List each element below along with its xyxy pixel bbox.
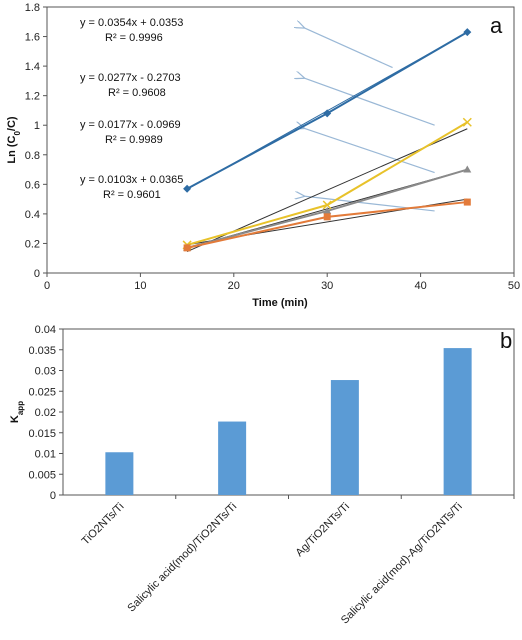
panel-a-r2-label: R² = 0.9996 (105, 32, 163, 44)
panel-b-y-tick-label: 0.03 (35, 366, 56, 378)
panel-b-bar (330, 380, 359, 495)
panel-a-r2-label: R² = 0.9989 (105, 134, 163, 146)
panel-b-y-tick-label: 0.02 (35, 407, 56, 419)
panel-a-annotation-arrow (304, 78, 435, 126)
panel-a-y-tick-label: 0 (34, 268, 40, 280)
panel-b-y-tick-label: 0.04 (35, 324, 56, 336)
panel-a-y-axis-title: Ln (C0/C) (6, 116, 22, 164)
panel-a-data-point (183, 244, 191, 252)
panel-a-y-tick-label: 0.2 (25, 238, 40, 250)
panel-a-equation-label: y = 0.0277x - 0.2703 (80, 72, 181, 84)
panel-b-bar-chart: b 00.0050.010.0150.020.0250.030.0350.04 … (9, 324, 515, 627)
panel-b-y-tick-label: 0.025 (28, 386, 56, 398)
panel-b-bar (443, 348, 472, 495)
panel-b-category-label: Salicylic acid(mod)/TiO2NTs/Ti (125, 501, 239, 615)
panel-a-data-point (183, 184, 192, 193)
panel-a-data-point (323, 109, 332, 118)
panel-a-x-tick-label: 0 (44, 280, 50, 292)
panel-a-series (182, 28, 472, 252)
panel-a-x-tick-label: 30 (321, 280, 333, 292)
panel-a-r2-label: R² = 0.9601 (103, 189, 161, 201)
panel-a-y-tick-label: 1.2 (25, 91, 40, 103)
panel-b-letter: b (500, 328, 512, 353)
panel-b-y-tick-label: 0.035 (28, 345, 56, 357)
panel-a-line-chart: a 0 0.2 0.4 0.6 0.8 1 1.2 1.4 1.6 1.8 0 10 20 30 40 50… (6, 2, 520, 309)
panel-b-bars (105, 348, 472, 495)
panel-b-y-tick-label: 0.01 (35, 449, 56, 461)
panel-a-y-tick-label: 0.8 (25, 150, 40, 162)
panel-b-category-label: TiO2NTs/Ti (80, 501, 127, 548)
panel-a-data-point (323, 213, 331, 221)
panel-a-frame (46, 6, 515, 274)
panel-a-equation-label: y = 0.0354x + 0.0353 (80, 17, 183, 29)
panel-a-y-tick-label: 0.4 (25, 209, 40, 221)
panel-a-x-tick-label: 50 (508, 280, 520, 292)
panel-a-series-line (186, 121, 468, 246)
panel-a-y-tick-label: 1 (34, 120, 40, 132)
panel-b-y-tick-label: 0 (50, 490, 56, 502)
panel-a-data-point (322, 200, 332, 210)
panel-a-data-point (463, 198, 471, 206)
panel-a-x-tick-label: 20 (228, 280, 240, 292)
panel-a-equation-label: y = 0.0177x - 0.0969 (80, 119, 181, 131)
panel-a-y-tick-label: 0.6 (25, 179, 40, 191)
panel-a-x-ticks: 0 10 20 30 40 50 (44, 273, 520, 292)
panel-a-y-tick-label: 1.4 (25, 61, 40, 73)
panel-a-data-point (463, 28, 472, 37)
panel-a-annotation-arrows (304, 28, 435, 212)
panel-a-data-point (463, 165, 472, 173)
panel-a-equation-label: y = 0.0103x + 0.0365 (80, 174, 183, 186)
panel-a-data-point (323, 206, 332, 214)
panel-a-equations: y = 0.0354x + 0.0353 R² = 0.9996 y = 0.027… (80, 17, 183, 201)
panel-b-y-ticks: 0 0.005 0.01 0.015 0.02 0.025 0.03 0.035 0.04 (28, 324, 63, 502)
panel-a-y-tick-label: 1.6 (25, 32, 40, 44)
panel-a-y-ticks: 0 0.2 0.4 0.6 0.8 1 1.2 1.4 1.6 1.8 (25, 2, 47, 280)
panel-b-category-label: Ag/TiO2NTs/Ti (294, 501, 352, 559)
panel-a-x-axis-title: Time (min) (252, 297, 308, 309)
panel-a-y-tick-label: 1.8 (25, 2, 40, 14)
panel-a-x-tick-label: 10 (134, 280, 146, 292)
panel-a-letter: a (490, 13, 503, 38)
panel-b-bar (218, 421, 247, 495)
panel-a-data-point (462, 117, 472, 127)
panel-a-annotation-arrow (304, 128, 435, 174)
panel-b-category-label: Salicylic acid(mod)-Ag/TiO2NTs/Ti (339, 501, 465, 627)
panel-b-bar (105, 452, 134, 495)
panel-a-x-tick-label: 40 (414, 280, 426, 292)
panel-b-y-axis-title: Kapp (9, 401, 25, 423)
panel-b-y-tick-label: 0.005 (28, 469, 56, 481)
panel-a-r2-label: R² = 0.9608 (108, 87, 166, 99)
panel-a-annotation-arrow (304, 28, 393, 69)
panel-b-y-tick-label: 0.015 (28, 428, 56, 440)
